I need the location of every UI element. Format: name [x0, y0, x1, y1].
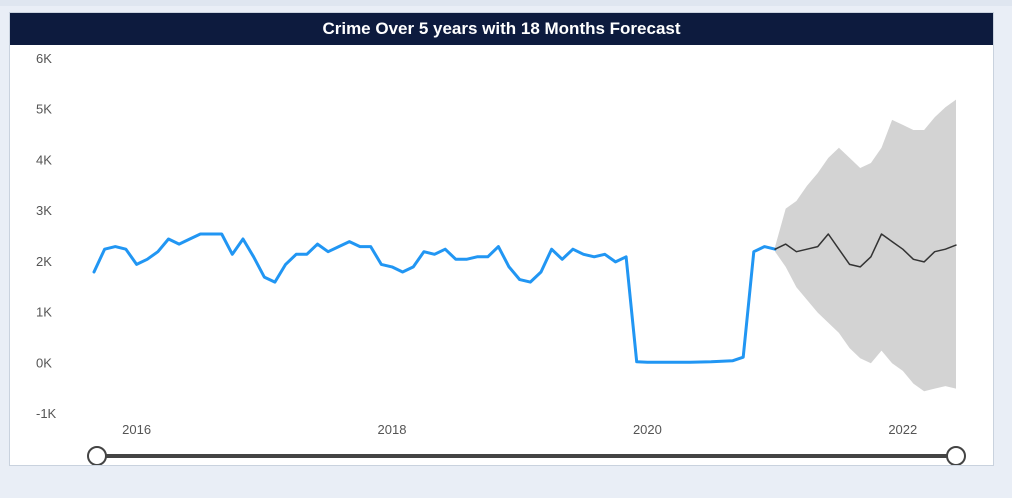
y-tick-label: 3K — [36, 203, 52, 218]
y-tick-label: 6K — [36, 51, 52, 66]
x-tick-label: 2020 — [633, 422, 662, 437]
slider-end-handle[interactable] — [946, 446, 966, 465]
range-slider[interactable] — [87, 446, 966, 465]
background-strip — [0, 0, 1012, 6]
chart-panel: Crime Over 5 years with 18 Months Foreca… — [9, 12, 994, 466]
y-tick-label: 4K — [36, 152, 52, 167]
x-tick-label: 2016 — [122, 422, 151, 437]
x-tick-label: 2018 — [378, 422, 407, 437]
y-tick-label: 2K — [36, 254, 52, 269]
y-tick-label: -1K — [36, 406, 57, 421]
y-tick-label: 0K — [36, 355, 52, 370]
y-tick-label: 1K — [36, 305, 52, 320]
x-axis: 2016 2018 2020 2022 — [122, 422, 917, 437]
forecast-line-chart: -1K 0K 1K 2K 3K 4K 5K 6K 2016 2018 2020 2022 — [36, 51, 966, 465]
x-tick-label: 2022 — [888, 422, 917, 437]
forecast-series-line — [774, 233, 957, 268]
forecast-confidence-band — [775, 99, 956, 392]
actual-series-line — [92, 232, 777, 364]
y-tick-label: 5K — [36, 102, 52, 117]
forecast-band-layer — [775, 99, 956, 392]
chart-title: Crime Over 5 years with 18 Months Foreca… — [10, 13, 993, 45]
slider-start-handle[interactable] — [87, 446, 107, 465]
y-axis: -1K 0K 1K 2K 3K 4K 5K 6K — [36, 51, 57, 421]
series-layer — [92, 232, 957, 364]
